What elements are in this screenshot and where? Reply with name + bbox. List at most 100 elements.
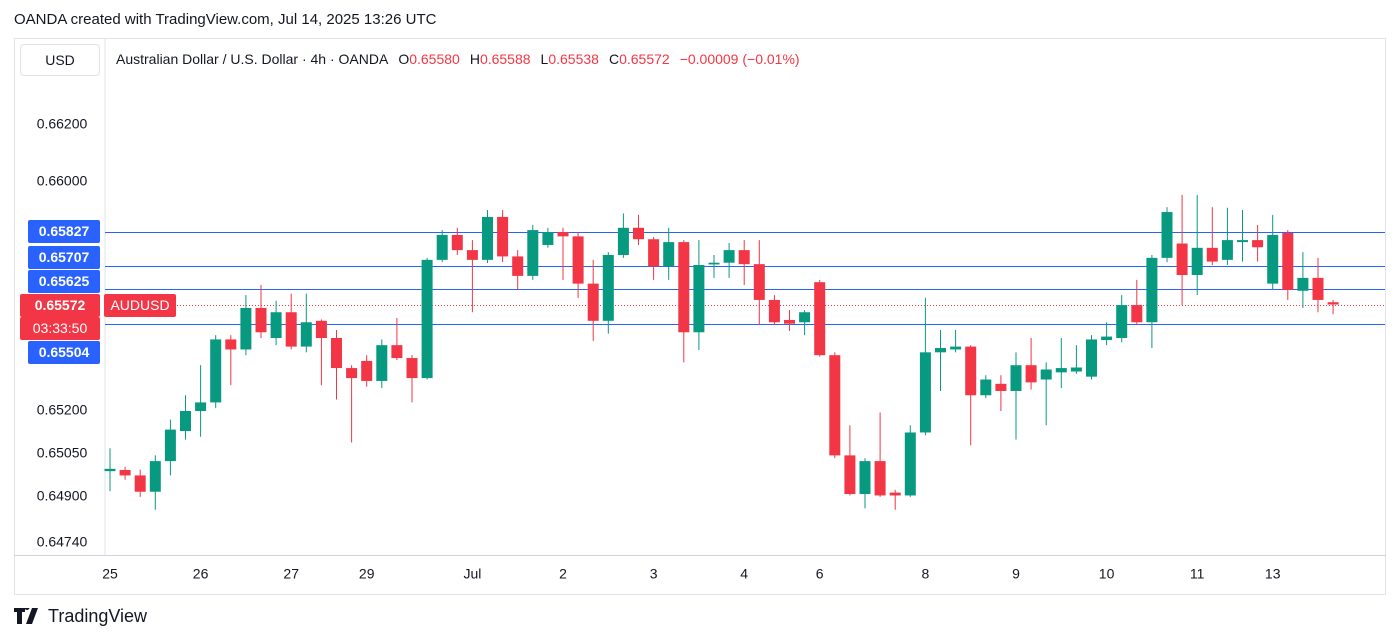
price-label-box bbox=[28, 341, 100, 364]
logo-icon bbox=[14, 607, 38, 624]
candle-body bbox=[482, 216, 493, 260]
footer: TradingView bbox=[14, 606, 147, 627]
candle-body bbox=[678, 242, 690, 333]
candle-body bbox=[753, 264, 765, 300]
candle-body bbox=[104, 468, 116, 472]
symbol-box bbox=[104, 294, 176, 317]
candle-body bbox=[451, 234, 463, 251]
logo-text: TradingView bbox=[48, 606, 148, 626]
candle-body bbox=[376, 345, 388, 381]
candle-body bbox=[270, 312, 282, 339]
ohlc-key: O bbox=[398, 51, 410, 67]
candle-body bbox=[421, 259, 433, 379]
x-tick-label: 27 bbox=[283, 566, 299, 582]
candle-body bbox=[1252, 240, 1264, 248]
candle-body bbox=[874, 461, 886, 496]
y-tick-label: 0.66000 bbox=[37, 173, 88, 189]
candle-body bbox=[1221, 240, 1233, 260]
candle-body bbox=[829, 355, 841, 456]
candle-body bbox=[255, 307, 267, 333]
candle-body bbox=[648, 239, 660, 267]
ohlc-value: 0.65538 bbox=[548, 51, 599, 67]
x-tick-label: 11 bbox=[1190, 566, 1205, 582]
candle-body bbox=[980, 379, 992, 396]
candle-body bbox=[1086, 339, 1097, 377]
candle-body bbox=[331, 338, 342, 369]
candle-body bbox=[1191, 247, 1203, 276]
currency-button[interactable]: USD bbox=[20, 44, 100, 76]
candle-body bbox=[844, 455, 856, 495]
x-tick-label: 25 bbox=[102, 566, 118, 582]
candle-body bbox=[512, 256, 524, 276]
ohlc-key: C bbox=[608, 51, 620, 67]
candle-body bbox=[240, 307, 252, 350]
price-label: 0.65625 bbox=[39, 273, 90, 289]
candle-body bbox=[1070, 367, 1082, 372]
candle-body bbox=[663, 242, 675, 267]
candle-body bbox=[406, 358, 418, 379]
candle-body bbox=[1010, 365, 1022, 391]
last-price-box bbox=[20, 294, 100, 317]
candle-body bbox=[1025, 365, 1037, 383]
price-label-box bbox=[28, 246, 100, 269]
candle-body bbox=[1055, 368, 1067, 373]
candle-body bbox=[950, 346, 962, 350]
candle-body bbox=[814, 282, 826, 356]
candle-body bbox=[919, 352, 931, 433]
candle-body bbox=[617, 227, 629, 255]
candle-body bbox=[557, 232, 569, 237]
candle-body bbox=[1206, 247, 1218, 262]
countdown-box bbox=[20, 317, 100, 340]
candle-body bbox=[134, 475, 146, 492]
y-tick-label: 0.64900 bbox=[37, 488, 88, 504]
candle-body bbox=[1040, 369, 1052, 380]
candle-body bbox=[391, 345, 403, 359]
legend: Australian Dollar / U.S. Dollar · 4h · O… bbox=[116, 51, 800, 67]
candle-body bbox=[1282, 232, 1294, 290]
change: −0.00009 (−0.01%) bbox=[679, 51, 800, 67]
candle-body bbox=[768, 299, 780, 323]
candle-body bbox=[180, 411, 191, 432]
x-tick-label: 4 bbox=[740, 566, 748, 582]
candle-body bbox=[799, 312, 811, 323]
price-label: 0.65504 bbox=[39, 344, 90, 360]
candle-body bbox=[285, 312, 297, 347]
candle-body bbox=[965, 346, 977, 396]
candle-body bbox=[587, 283, 599, 321]
y-tick-label: 0.66200 bbox=[37, 115, 88, 131]
candle-body bbox=[542, 232, 554, 245]
candle-body bbox=[693, 265, 705, 333]
candle-body bbox=[1161, 212, 1173, 258]
candle-body bbox=[1176, 243, 1188, 276]
candle-body bbox=[1312, 277, 1324, 300]
price-label: 0.65827 bbox=[39, 223, 90, 239]
x-tick-label: 9 bbox=[1012, 566, 1020, 582]
x-tick-label: 29 bbox=[359, 566, 375, 582]
candle-body bbox=[361, 360, 373, 381]
candle-body bbox=[1131, 305, 1143, 323]
candle-body bbox=[149, 461, 161, 492]
price-label-box bbox=[28, 270, 100, 293]
candle-body bbox=[1146, 257, 1158, 323]
candle-body bbox=[1267, 234, 1279, 284]
y-tick-label: 0.65200 bbox=[37, 402, 88, 418]
candle-body bbox=[346, 368, 358, 379]
symbol-label: AUDUSD bbox=[110, 297, 169, 313]
candle-body bbox=[300, 322, 312, 347]
candle-body bbox=[466, 250, 478, 260]
candle-body bbox=[195, 402, 207, 412]
candle-body bbox=[119, 469, 131, 476]
candle-body bbox=[1101, 336, 1113, 341]
candle-body bbox=[210, 339, 222, 403]
ohlc-key: L bbox=[540, 51, 549, 67]
candle-body bbox=[1116, 305, 1128, 339]
last-price-label: 0.65572 bbox=[35, 297, 86, 313]
candle-body bbox=[784, 319, 795, 324]
countdown-label: 03:33:50 bbox=[33, 320, 88, 336]
ohlc-value: 0.65588 bbox=[479, 51, 531, 67]
candle-body bbox=[723, 250, 735, 263]
attribution: OANDA created with TradingView.com, Jul … bbox=[14, 11, 437, 28]
candle-body bbox=[436, 234, 448, 260]
x-tick-label: 13 bbox=[1265, 566, 1281, 582]
